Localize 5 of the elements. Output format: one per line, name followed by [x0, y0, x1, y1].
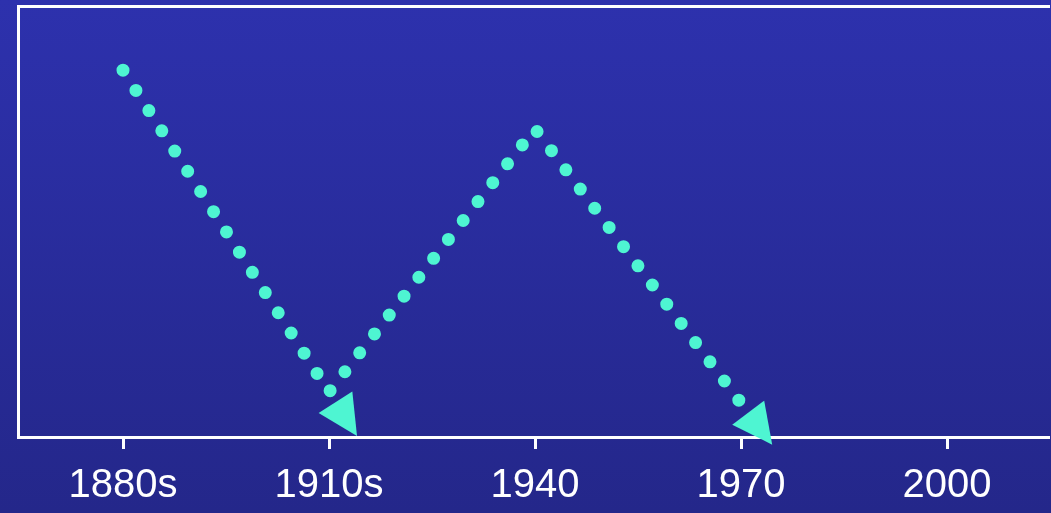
x-tick-label: 1970	[696, 461, 786, 505]
x-tick-label: 1910s	[274, 461, 384, 505]
x-tick-label: 1940	[490, 461, 580, 505]
x-tick-label: 1880s	[68, 461, 178, 505]
x-tick-label: 2000	[902, 461, 992, 505]
